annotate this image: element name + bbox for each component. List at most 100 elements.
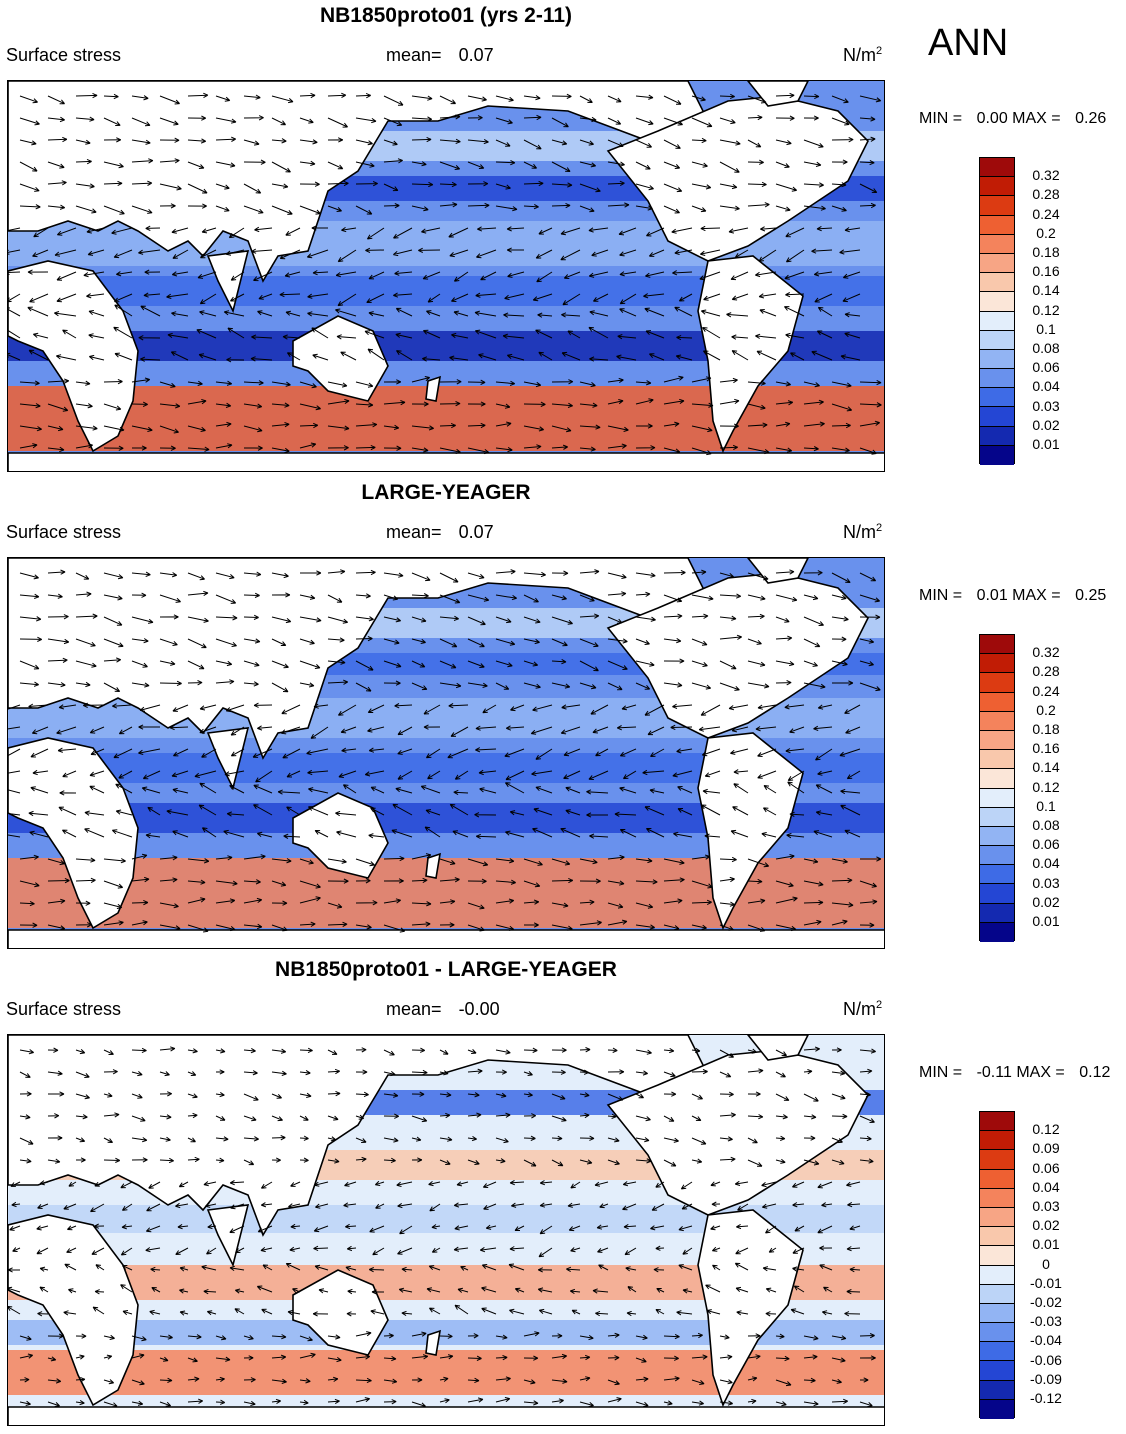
vector-arrow	[425, 809, 441, 816]
vector-arrow	[215, 638, 237, 647]
vector-arrow	[103, 1401, 118, 1408]
colorbar-swatch	[980, 253, 1014, 274]
vector-arrow	[75, 660, 97, 668]
colorbar-swatch	[980, 1284, 1014, 1304]
vector-arrow	[47, 1333, 64, 1339]
colorbar-tick-label: 0.03	[1032, 397, 1060, 414]
vector-arrow	[383, 638, 400, 645]
variable-label: Surface stress	[6, 999, 122, 1019]
vector-arrow	[597, 1247, 609, 1253]
vector-arrow	[215, 924, 236, 932]
vector-arrow	[672, 270, 693, 276]
vector-arrow	[467, 379, 486, 385]
vector-arrow	[655, 1309, 665, 1315]
vector-arrow	[187, 1334, 202, 1340]
vector-arrow	[775, 1093, 790, 1101]
vector-arrow	[815, 748, 833, 761]
vector-arrow	[691, 95, 706, 102]
vector-arrow	[145, 1247, 161, 1253]
vector-arrow	[340, 726, 357, 734]
vector-arrow	[383, 878, 404, 884]
min-label: MIN =	[919, 1064, 963, 1081]
vector-arrow	[243, 380, 264, 386]
vector-arrow	[271, 1093, 282, 1099]
vector-arrow	[551, 924, 573, 931]
vector-arrow	[495, 879, 516, 885]
vector-arrow	[167, 332, 189, 339]
vector-arrow	[114, 293, 133, 303]
vector-arrow	[467, 1049, 477, 1054]
vector-arrow	[215, 880, 238, 886]
vector-arrow	[691, 447, 712, 456]
vector-arrow	[39, 1180, 49, 1186]
vector-arrow	[784, 704, 805, 710]
vector-arrow	[215, 898, 236, 904]
colorbar-tick-label: 0.06	[1032, 1159, 1060, 1176]
vector-arrow	[787, 770, 805, 781]
vector-arrow	[283, 833, 301, 839]
vector-arrow	[368, 311, 385, 317]
vector-arrow	[467, 1068, 483, 1074]
vector-arrow	[588, 326, 609, 339]
vector-arrow	[565, 786, 581, 794]
vector-arrow	[159, 425, 179, 434]
vector-arrow	[453, 310, 469, 317]
vector-arrow	[223, 310, 245, 317]
vector-arrow	[747, 858, 770, 868]
vector-arrow	[823, 1286, 833, 1293]
vector-arrow	[691, 1379, 705, 1385]
vector-arrow	[243, 592, 260, 598]
vector-arrow	[439, 447, 461, 454]
vector-arrow	[859, 1401, 873, 1408]
vector-arrow	[691, 1047, 701, 1054]
vector-arrow	[150, 1266, 161, 1273]
vector-arrow	[495, 1355, 508, 1361]
vector-arrow	[197, 271, 217, 279]
vector-arrow	[450, 726, 469, 737]
colorbar	[979, 634, 1015, 942]
vector-arrow	[495, 117, 513, 125]
vector-arrow	[551, 594, 567, 601]
vector-arrow	[215, 615, 238, 621]
vector-arrow	[253, 271, 273, 282]
vector-arrow	[523, 594, 539, 603]
vector-arrow	[159, 117, 179, 126]
vector-arrow	[775, 854, 795, 860]
vector-arrow	[579, 594, 595, 602]
vector-arrow	[539, 1180, 553, 1186]
vector-arrow	[579, 920, 602, 926]
vector-arrow	[650, 748, 665, 757]
mean-label: mean=	[386, 45, 442, 65]
vector-arrow	[635, 924, 655, 930]
vector-arrow	[840, 804, 861, 816]
vector-arrow	[747, 159, 764, 165]
vector-arrow	[475, 292, 497, 298]
vector-arrow	[747, 1068, 764, 1074]
vector-arrow	[495, 159, 516, 166]
vector-arrow	[371, 1289, 385, 1295]
vector-arrow	[523, 1355, 539, 1361]
vector-arrow	[537, 1287, 553, 1293]
vector-arrow	[411, 376, 431, 383]
vector-arrow	[523, 682, 541, 689]
colorbar-swatch	[980, 730, 1014, 751]
vector-arrow	[383, 680, 401, 686]
vector-arrow	[314, 1181, 329, 1187]
vector-arrow	[706, 1309, 721, 1315]
vector-arrow	[680, 1181, 693, 1190]
min-label: MIN =	[919, 110, 963, 127]
vector-arrow	[663, 1137, 679, 1143]
vector-arrow	[588, 770, 609, 780]
vector-arrow	[285, 227, 301, 236]
vector-arrow	[27, 269, 49, 275]
vector-arrow	[607, 1093, 624, 1101]
vector-arrow	[131, 660, 148, 668]
vector-arrow	[159, 680, 182, 687]
colorbar-swatch	[980, 273, 1014, 293]
wind-stress-vectors	[8, 92, 882, 456]
vector-arrow	[307, 769, 329, 776]
vector-arrow	[327, 616, 349, 624]
vector-arrow	[514, 1225, 525, 1231]
vector-arrow	[103, 902, 123, 909]
vector-arrow	[83, 271, 105, 278]
